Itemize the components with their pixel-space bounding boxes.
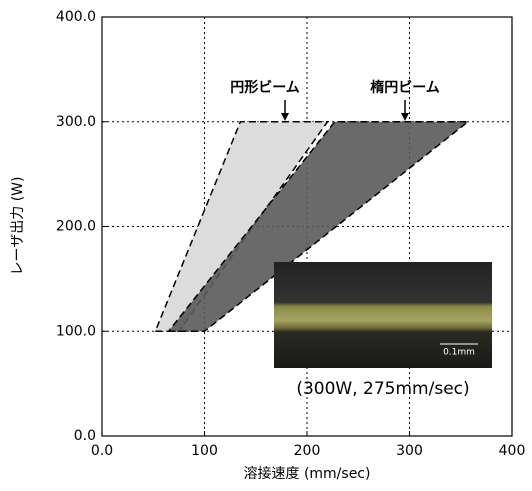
x-tick-label: 200 [294, 443, 321, 459]
y-tick-label: 100.0 [56, 323, 96, 339]
x-tick-label: 300 [396, 443, 423, 459]
plot-frame [101, 16, 513, 437]
x-axis-title: 溶接速度 (mm/sec) [244, 465, 371, 482]
y-tick-label: 400.0 [56, 9, 96, 25]
y-tick-label: 300.0 [56, 114, 96, 130]
arrow-head [401, 113, 409, 121]
legend-label: 円形ビーム [230, 79, 300, 96]
legend-label: 楕円ビーム [370, 79, 440, 96]
inset-caption: (300W, 275mm/sec) [296, 379, 469, 399]
x-tick-label: 400 [499, 443, 526, 459]
inset-scale: 0.1mm [443, 348, 475, 358]
y-tick-label: 0.0 [74, 428, 96, 444]
inset-background [274, 262, 492, 368]
y-tick-label: 200.0 [56, 219, 96, 235]
x-tick-label: 100 [191, 443, 218, 459]
arrow-head [281, 113, 289, 121]
region [167, 121, 471, 332]
y-axis-title: レーザ出力 (W) [10, 177, 26, 276]
x-tick-label: 0.0 [91, 443, 113, 459]
